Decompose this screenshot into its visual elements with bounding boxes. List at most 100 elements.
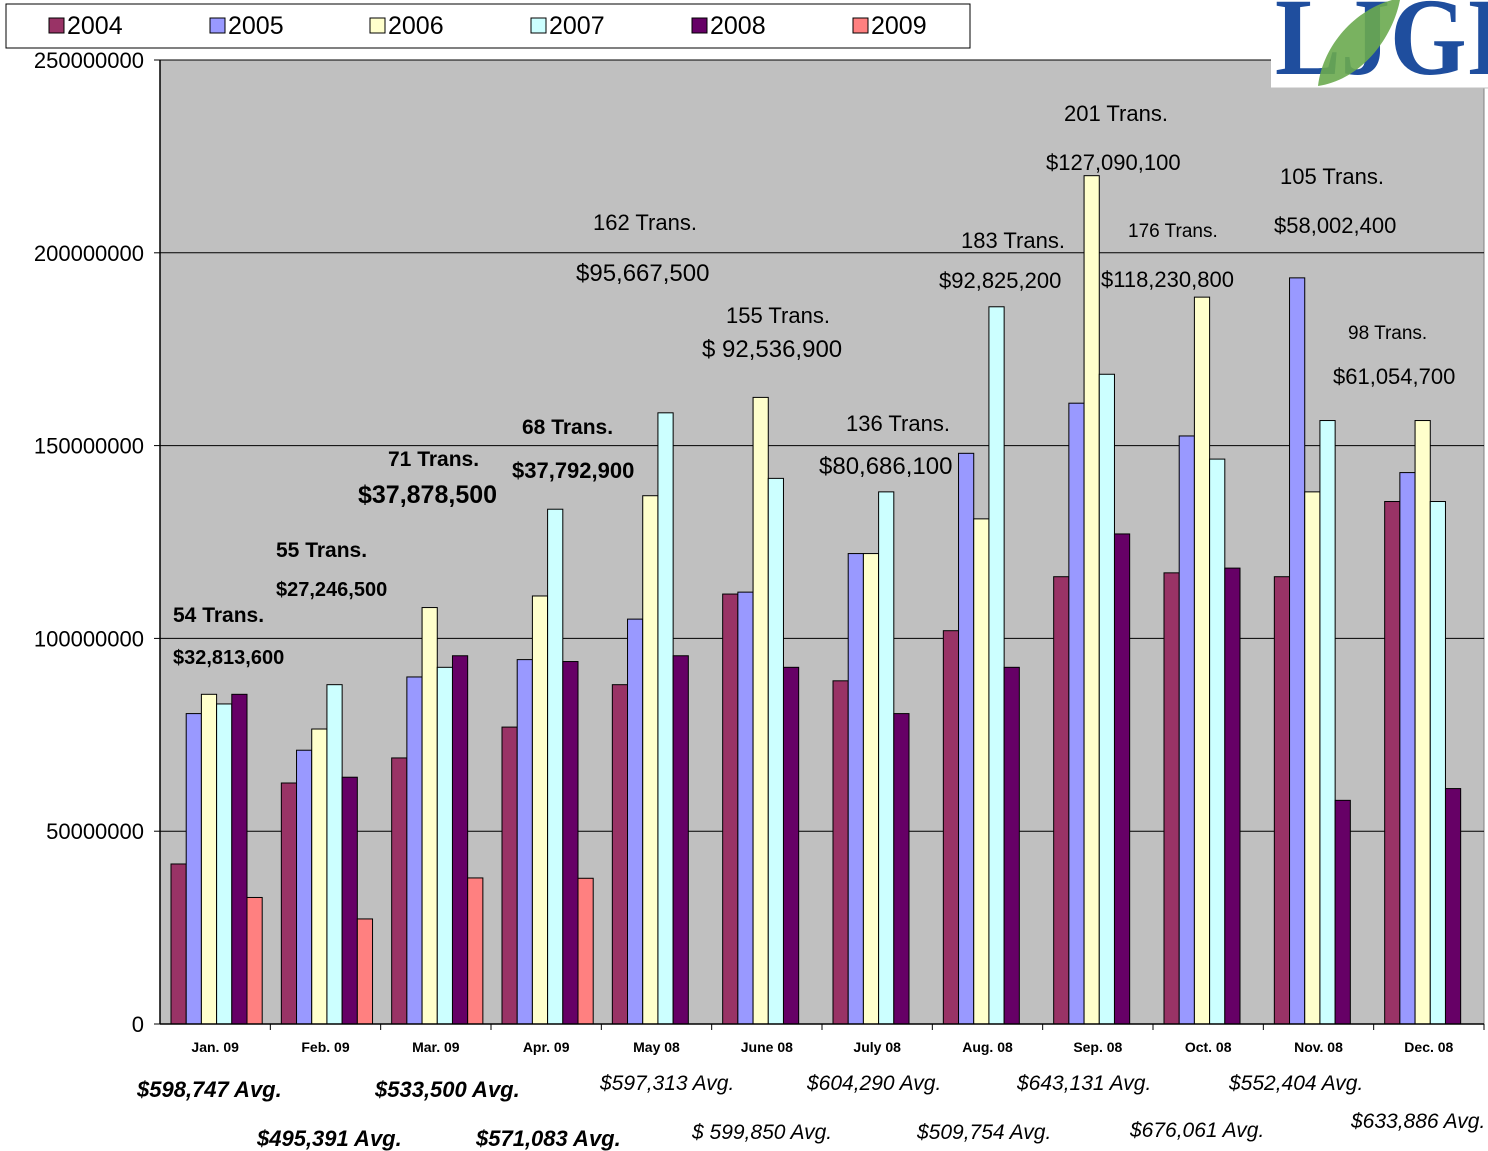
y-tick-label: 50000000 bbox=[46, 819, 144, 844]
bar-2006 bbox=[973, 518, 990, 1025]
transaction-amount-label: $61,054,700 bbox=[1333, 364, 1455, 389]
bar-2007 bbox=[767, 477, 784, 1025]
bar-2006 bbox=[311, 728, 328, 1025]
bar-2005 bbox=[847, 553, 864, 1025]
bar-2004 bbox=[1273, 576, 1291, 1025]
bar-2008 bbox=[341, 776, 358, 1025]
bar-2008 bbox=[231, 693, 248, 1025]
transaction-amount-label: $37,792,900 bbox=[512, 458, 634, 483]
bar-2008 bbox=[1444, 788, 1462, 1025]
bar-2006 bbox=[1083, 175, 1100, 1025]
bar-2004 bbox=[170, 863, 187, 1025]
legend-swatch-2009 bbox=[852, 17, 869, 34]
average-price-label: $604,290 Avg. bbox=[806, 1072, 941, 1095]
x-tick-label: July 08 bbox=[853, 1039, 901, 1055]
bar-2009 bbox=[356, 918, 374, 1025]
bar-2006 bbox=[862, 553, 880, 1025]
transaction-amount-label: $32,813,600 bbox=[173, 647, 284, 669]
transaction-count-label: 183 Trans. bbox=[961, 228, 1065, 253]
bar-2007 bbox=[1209, 458, 1226, 1025]
bar-2009 bbox=[246, 896, 263, 1025]
bar-2007 bbox=[436, 666, 453, 1025]
bar-2004 bbox=[391, 757, 408, 1025]
company-logo: LJGI bbox=[1271, 0, 1488, 98]
x-tick-label: Apr. 09 bbox=[523, 1039, 570, 1055]
legend-label-2009: 2009 bbox=[871, 12, 927, 40]
transaction-amount-label: $95,667,500 bbox=[576, 260, 709, 287]
legend-swatch-2004 bbox=[48, 17, 65, 34]
average-price-label: $676,061 Avg. bbox=[1129, 1119, 1264, 1142]
x-tick-label: June 08 bbox=[741, 1039, 793, 1055]
bar-2008 bbox=[893, 713, 910, 1025]
average-price-label: $552,404 Avg. bbox=[1228, 1072, 1363, 1095]
transaction-amount-label: $92,825,200 bbox=[939, 268, 1061, 293]
bar-2005 bbox=[406, 676, 423, 1025]
gridlines bbox=[160, 59, 1484, 832]
bar-2005 bbox=[1399, 472, 1416, 1025]
bar-2004 bbox=[942, 630, 960, 1025]
x-tick-label: Mar. 09 bbox=[412, 1039, 460, 1055]
bar-2007 bbox=[988, 306, 1005, 1025]
average-price-label: $533,500 Avg. bbox=[374, 1077, 520, 1102]
bar-2007 bbox=[326, 684, 343, 1025]
average-price-label: $495,391 Avg. bbox=[256, 1126, 402, 1151]
bar-2005 bbox=[627, 618, 644, 1025]
transaction-count-label: 162 Trans. bbox=[593, 210, 697, 235]
average-price-label: $643,131 Avg. bbox=[1016, 1072, 1151, 1095]
legend-swatch-2005 bbox=[209, 17, 226, 34]
annotations: 54 Trans. $32,813,600 55 Trans. $27,246,500… bbox=[173, 101, 1455, 669]
plot-area bbox=[159, 59, 1485, 1025]
average-price-label: $509,754 Avg. bbox=[916, 1121, 1051, 1144]
transaction-count-label: 136 Trans. bbox=[846, 411, 950, 436]
transaction-amount-label: $127,090,100 bbox=[1046, 150, 1181, 175]
bar-2005 bbox=[185, 713, 202, 1025]
average-price-label: $633,886 Avg. bbox=[1350, 1110, 1485, 1133]
bar-2008 bbox=[1334, 799, 1351, 1025]
axes: 0 50000000 100000000 150000000 200000000 2500… bbox=[34, 48, 1485, 1055]
bar-2008 bbox=[782, 666, 800, 1025]
bar-2006 bbox=[1414, 420, 1431, 1025]
legend: 2004 2005 2006 2007 2008 2009 bbox=[5, 3, 971, 49]
bar-2008 bbox=[1224, 567, 1241, 1025]
bar-2006 bbox=[752, 396, 769, 1025]
legend-label-2004: 2004 bbox=[67, 12, 123, 40]
bar-2004 bbox=[280, 782, 298, 1025]
bar-2008 bbox=[1113, 533, 1131, 1025]
legend-label-2005: 2005 bbox=[228, 12, 284, 40]
legend-swatch-2007 bbox=[530, 17, 547, 34]
x-tick-label: Oct. 08 bbox=[1185, 1039, 1232, 1055]
average-price-label: $ 599,850 Avg. bbox=[691, 1121, 832, 1144]
bar-2004 bbox=[722, 593, 739, 1025]
transaction-count-label: 98 Trans. bbox=[1348, 323, 1427, 344]
transaction-amount-label: $27,246,500 bbox=[276, 579, 387, 601]
average-price-label: $597,313 Avg. bbox=[599, 1072, 734, 1095]
bar-2006 bbox=[1193, 296, 1211, 1025]
legend-label-2008: 2008 bbox=[710, 12, 766, 40]
average-labels: $598,747 Avg. $495,391 Avg. $533,500 Avg. $… bbox=[136, 1072, 1485, 1151]
transaction-count-label: 105 Trans. bbox=[1280, 164, 1384, 189]
bar-2008 bbox=[451, 655, 469, 1025]
bar-2005 bbox=[516, 659, 533, 1025]
x-tick-label: Jan. 09 bbox=[191, 1039, 239, 1055]
bar-2005 bbox=[296, 749, 313, 1025]
x-tick-label: Aug. 08 bbox=[962, 1039, 1013, 1055]
bar-2006 bbox=[1304, 491, 1321, 1025]
x-tick-label: May 08 bbox=[633, 1039, 680, 1055]
transaction-count-label: 71 Trans. bbox=[388, 448, 479, 471]
bar-2009 bbox=[577, 877, 594, 1025]
bar-2006 bbox=[200, 693, 218, 1025]
bar-2004 bbox=[1384, 501, 1401, 1025]
y-tick-label: 0 bbox=[132, 1012, 144, 1037]
transaction-amount-label: $37,878,500 bbox=[358, 481, 497, 509]
transaction-amount-label: $ 92,536,900 bbox=[702, 336, 842, 363]
bar-2005 bbox=[958, 452, 975, 1025]
average-price-label: $571,083 Avg. bbox=[475, 1126, 621, 1151]
x-tick-label: Nov. 08 bbox=[1294, 1039, 1343, 1055]
legend-label-2007: 2007 bbox=[549, 12, 605, 40]
bar-2007 bbox=[1319, 420, 1336, 1025]
bar-2006 bbox=[421, 607, 438, 1025]
bar-2005 bbox=[1068, 402, 1085, 1025]
bar-2005 bbox=[1289, 277, 1306, 1025]
x-tick-label: Sep. 08 bbox=[1073, 1039, 1122, 1055]
